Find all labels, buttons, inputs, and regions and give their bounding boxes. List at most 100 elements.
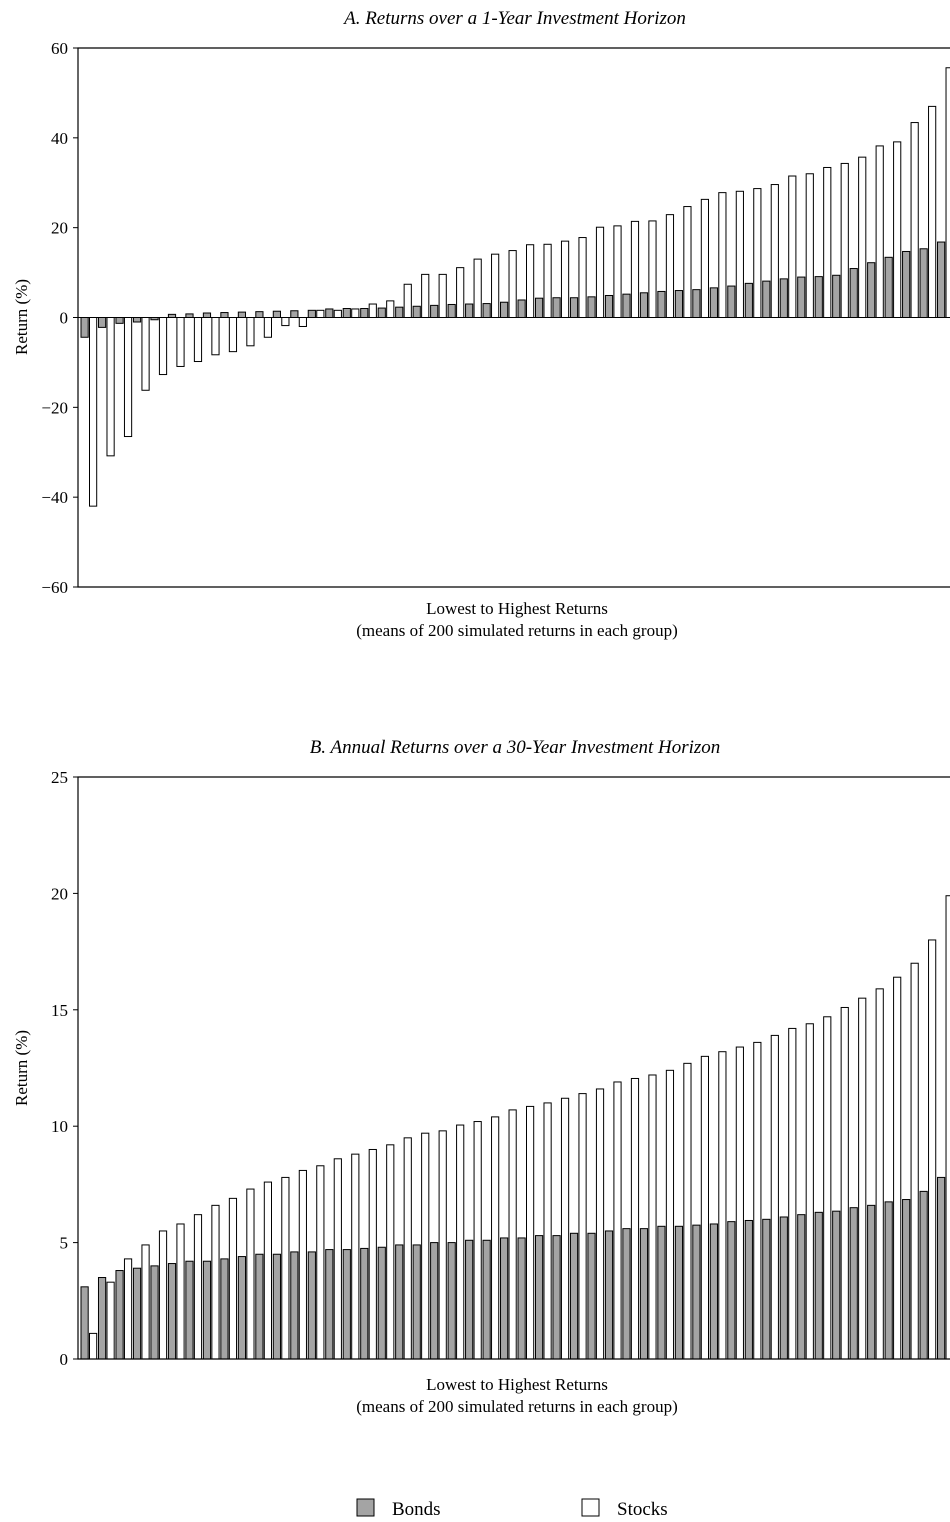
chart-b-bar-bonds <box>779 1216 788 1360</box>
chart-b-x-axis-label: Lowest to Highest Returns <box>426 1375 608 1394</box>
chart-b-bar-stocks <box>595 1088 605 1360</box>
chart-a-bar-bonds <box>255 311 264 318</box>
chart-b-bar-bonds <box>709 1223 718 1360</box>
chart-b-bar-bonds <box>202 1260 212 1360</box>
chart-a-y-tick-label: −20 <box>41 398 68 417</box>
chart-a-y-tick-label: 60 <box>51 39 68 58</box>
chart-b-bar-bonds <box>534 1235 544 1360</box>
chart-b-x-axis-sublabel: (means of 200 simulated returns in each … <box>356 1397 678 1416</box>
chart-b-bar-bonds <box>185 1260 194 1360</box>
chart-b-bar-bonds <box>762 1218 771 1360</box>
chart-a-bar-bonds <box>132 317 142 323</box>
chart-b-bar-bonds <box>395 1244 404 1360</box>
chart-a-bar-bonds <box>377 307 386 319</box>
chart-a-bar-stocks <box>246 317 255 347</box>
chart-b-bar-bonds <box>465 1239 474 1360</box>
chart-a-bar-bonds <box>272 310 281 319</box>
chart-a-bar-stocks <box>823 166 832 318</box>
chart-a-bar-bonds <box>307 309 316 318</box>
chart-a-bar-stocks <box>543 243 552 318</box>
chart-a-bar-bonds <box>657 290 666 318</box>
chart-b-bar-bonds <box>727 1221 736 1360</box>
chart-b-bar-bonds <box>674 1225 684 1360</box>
chart-a-bar-stocks <box>910 122 919 319</box>
chart-a-bar-stocks <box>263 317 272 338</box>
chart-a-bar-bonds <box>744 282 753 319</box>
chart-a-bar-stocks <box>805 173 814 318</box>
chart-a-bar-bonds <box>849 268 858 318</box>
chart-a-bar-bonds <box>797 276 806 319</box>
chart-b-bar-bonds <box>220 1258 229 1360</box>
chart-b-bar-stocks <box>228 1197 238 1360</box>
chart-b-bar-bonds <box>290 1251 299 1360</box>
chart-a-bar-bonds <box>832 274 841 318</box>
chart-a-bar-stocks <box>386 300 395 318</box>
chart-b-bar-stocks <box>735 1046 744 1360</box>
chart-a-bar-stocks <box>665 214 675 319</box>
chart-b-bar-bonds <box>517 1237 526 1360</box>
chart-b-bar-stocks <box>928 939 937 1360</box>
chart-a-bar-stocks <box>753 188 762 318</box>
chart-a-y-tick-label: −60 <box>41 578 68 597</box>
chart-a-bar-stocks <box>281 317 290 327</box>
chart-b-bar-stocks <box>840 1006 849 1360</box>
chart-a-bar-bonds <box>884 256 893 319</box>
chart-b-bar-bonds <box>919 1190 928 1360</box>
chart-b-bar-stocks <box>613 1081 622 1360</box>
legend-label-stocks: Stocks <box>617 1499 668 1520</box>
chart-b-bar-stocks <box>123 1258 133 1360</box>
chart-b-bar-stocks <box>526 1105 535 1360</box>
chart-a-bar-stocks <box>526 244 535 318</box>
chart-b-y-tick-label: 5 <box>60 1234 69 1253</box>
chart-a-bar-stocks <box>421 273 430 319</box>
chart-a-bar-bonds <box>937 241 946 318</box>
chart-a-bar-bonds <box>517 299 526 319</box>
chart-b-bar-bonds <box>657 1225 666 1360</box>
chart-b-bar-stocks <box>141 1244 150 1360</box>
chart-a-bar-bonds <box>902 250 911 318</box>
chart-b-bar-stocks <box>875 988 884 1360</box>
chart-a-bar-stocks <box>176 317 185 367</box>
chart-b-bar-bonds <box>569 1232 579 1360</box>
chart-b-plot-area: 25 20 15 10 5 0 <box>51 768 950 1369</box>
chart-b-bar-stocks <box>246 1188 255 1360</box>
chart-b-bar-stocks <box>316 1165 325 1360</box>
chart-b-bar-stocks <box>298 1169 307 1360</box>
chart-b-bar-stocks <box>683 1062 692 1360</box>
chart-b-y-tick-label: 25 <box>51 768 68 787</box>
chart-b-bar-bonds <box>132 1267 142 1360</box>
legend-label-bonds: Bonds <box>392 1499 441 1520</box>
chart-b-bar-bonds <box>797 1214 806 1360</box>
chart-a-bar-bonds <box>762 280 771 318</box>
chart-b-bar-bonds <box>430 1242 439 1360</box>
chart-b-bar-stocks <box>368 1148 377 1360</box>
chart-a-bar-stocks <box>788 175 797 318</box>
chart-b-bar-bonds <box>325 1249 334 1360</box>
legend: Bonds Stocks <box>356 1498 668 1520</box>
chart-b-bar-stocks <box>438 1130 447 1360</box>
legend-swatch-bonds <box>356 1498 375 1517</box>
chart-a-bar-bonds <box>395 306 404 318</box>
chart-a-bar-stocks <box>945 67 950 318</box>
chart-b-bar-bonds <box>832 1210 841 1360</box>
chart-b-bar-bonds <box>342 1249 351 1360</box>
chart-a-bar-stocks <box>298 317 307 327</box>
chart-a-bar-stocks <box>368 303 377 318</box>
chart-b-bar-bonds <box>692 1224 701 1360</box>
chart-b-bar-stocks <box>805 1023 814 1360</box>
chart-a-bar-bonds <box>534 297 544 318</box>
chart-a-bar-stocks <box>875 145 884 318</box>
chart-a-bar-bonds <box>447 303 456 318</box>
chart-a-bar-bonds <box>115 317 124 324</box>
chart-b-bar-stocks <box>281 1176 290 1360</box>
chart-b-bar-bonds <box>587 1232 596 1360</box>
chart-a-bar-stocks <box>89 317 98 507</box>
chart-a-title: A. Returns over a 1-Year Investment Hori… <box>342 8 686 29</box>
chart-a-bar-bonds <box>779 278 788 319</box>
chart-a-bar-bonds <box>412 305 421 319</box>
chart-a-bar-stocks <box>560 240 570 318</box>
chart-a-bar-stocks <box>438 273 447 319</box>
chart-b-bar-bonds <box>744 1219 753 1360</box>
chart-b-bar-bonds <box>255 1253 264 1360</box>
